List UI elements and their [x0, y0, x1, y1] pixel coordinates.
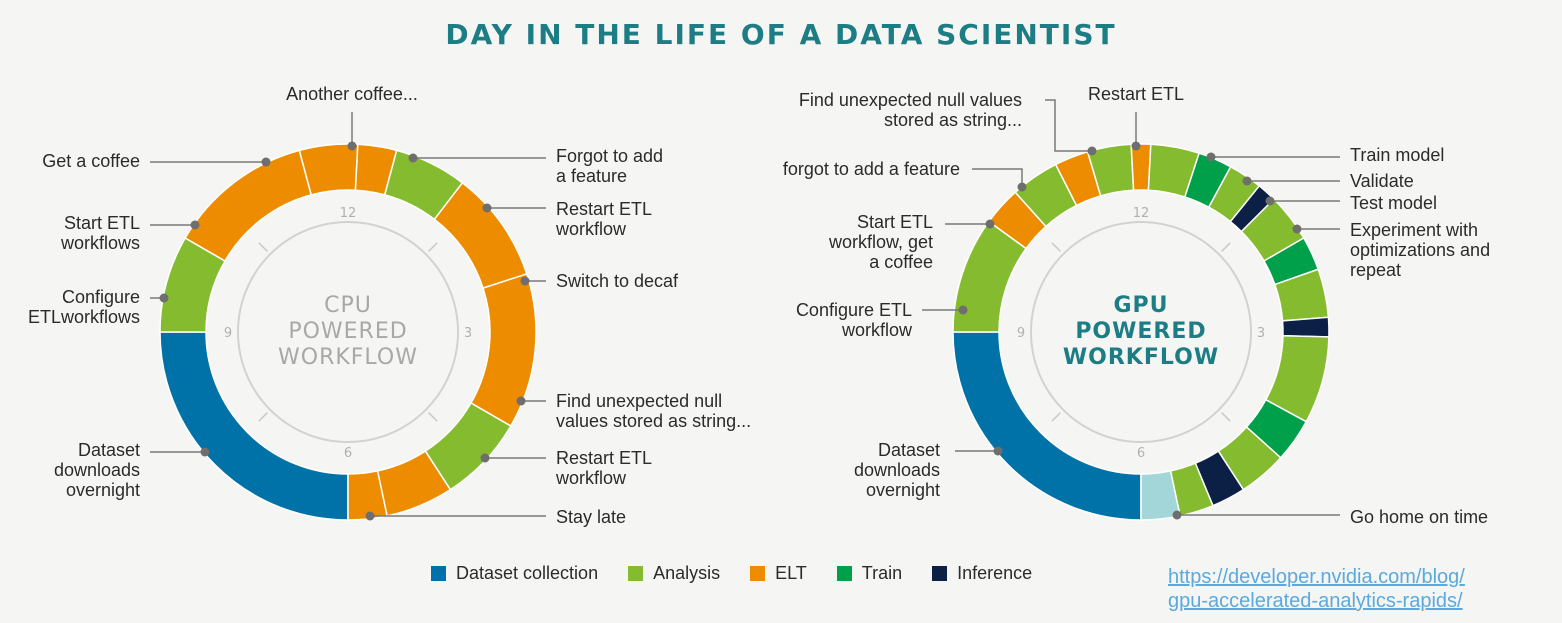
gpu-leader-dot: [1265, 196, 1275, 206]
gpu-tick-mark: [1221, 412, 1231, 422]
cpu-center-label-workflow: WORKFLOW: [278, 345, 418, 370]
gpu-leader-dot: [1131, 141, 1141, 151]
gpu-tick-mark: [1051, 242, 1061, 252]
legend-label: Train: [861, 563, 903, 583]
legend-swatch: [836, 566, 852, 581]
cpu-label-get-a-coffee: Get a coffee: [42, 151, 140, 171]
cpu-segment-stay-late: [347, 470, 388, 521]
legend-swatch: [431, 566, 446, 581]
cpu-label-stay-late: Stay late: [556, 507, 626, 527]
gpu-leader-dot: [985, 219, 995, 229]
gpu-label-go-home-on-time: Go home on time: [1350, 507, 1488, 527]
gpu-segment-go-home-on-time: [1140, 470, 1181, 521]
legend-label: Analysis: [653, 563, 721, 583]
gpu-inner-circle: [1030, 221, 1252, 443]
legend-item-train: Train: [836, 563, 903, 584]
gpu-label-forgot-to-add-a-feature: forgot to add a feature: [783, 159, 960, 179]
gpu-leader-dot: [1017, 182, 1027, 192]
cpu-leader-dot: [365, 511, 375, 521]
cpu-segment-start-etl-workflows: [184, 149, 313, 263]
cpu-label-forgot-to-add-a-feature: Forgot to add a feature: [556, 146, 663, 186]
gpu-leader-dot: [993, 446, 1003, 456]
cpu-tick-mark: [428, 412, 438, 422]
cpu-clock-number-6: 6: [344, 446, 352, 461]
gpu-center-label-workflow: WORKFLOW: [1063, 345, 1219, 370]
cpu-label-start-etl-workflows: Start ETL workflows: [60, 213, 140, 253]
legend-item-elt: ELT: [750, 563, 807, 584]
gpu-clock-number-6: 6: [1137, 446, 1145, 461]
gpu-leader-dot: [958, 305, 968, 315]
cpu-clock-number-12: 12: [340, 206, 357, 221]
gpu-leader-dot: [1172, 510, 1182, 520]
cpu-label-dataset-downloads-overnight: Dataset downloads overnight: [54, 440, 140, 500]
cpu-tick-mark: [258, 412, 268, 422]
legend-label: ELT: [775, 563, 807, 583]
page-title: DAY IN THE LIFE OF A DATA SCIENTIST: [445, 18, 1117, 51]
cpu-leader-dot: [408, 153, 418, 163]
legend-item-inference: Inference: [932, 563, 1032, 584]
cpu-center-label-cpu: CPU: [324, 293, 372, 318]
cpu-leader-dot: [200, 447, 210, 457]
cpu-leader-dot: [480, 453, 490, 463]
legend-swatch: [750, 566, 766, 581]
legend-swatch: [628, 566, 644, 581]
gpu-segment-restart-etl: [1130, 143, 1152, 191]
gpu-label-experiment-with-optimizations-and-repeat: Experiment with optimizations and repeat: [1350, 220, 1490, 280]
gpu-label-find-unexpected-null-values-stored-as-string: Find unexpected null values stored as str…: [799, 90, 1022, 130]
gpu-clock-number-9: 9: [1017, 326, 1025, 341]
gpu-leader-dot: [1087, 146, 1097, 156]
gpu-label-dataset-downloads-overnight: Dataset downloads overnight: [854, 440, 940, 500]
gpu-label-validate: Validate: [1350, 171, 1414, 191]
gpu-leader-dot: [1292, 224, 1302, 234]
cpu-clock-number-3: 3: [464, 326, 472, 341]
cpu-label-another-coffee: Another coffee...: [286, 84, 418, 104]
legend-item-dataset-collection: Dataset collection: [431, 563, 598, 584]
cpu-center-label-powered: POWERED: [288, 319, 407, 344]
gpu-tick-mark: [1051, 412, 1061, 422]
gpu-tick-mark: [1221, 242, 1231, 252]
gpu-clock-number-12: 12: [1133, 206, 1150, 221]
gpu-clock-number-3: 3: [1257, 326, 1265, 341]
legend: Dataset collection Analysis ELT Train Infere…: [431, 563, 1062, 584]
cpu-clock-number-9: 9: [224, 326, 232, 341]
cpu-leader-dot: [347, 141, 357, 151]
gpu-label-train-model: Train model: [1350, 145, 1444, 165]
source-link[interactable]: https://developer.nvidia.com/blog/ gpu-a…: [1168, 565, 1465, 613]
cpu-leader-dot: [159, 293, 169, 303]
cpu-leader-dot: [516, 396, 526, 406]
cpu-leader-dot: [482, 203, 492, 213]
cpu-leader-dot: [190, 220, 200, 230]
source-link-line-1[interactable]: https://developer.nvidia.com/blog/: [1168, 566, 1465, 588]
legend-label: Dataset collection: [456, 563, 599, 583]
cpu-leader-dot: [261, 157, 271, 167]
gpu-leader-line: [1045, 99, 1092, 152]
legend-label: Inference: [957, 563, 1033, 583]
cpu-segment-switch-to-decaf: [469, 272, 537, 428]
gpu-leader-dot: [1242, 176, 1252, 186]
cpu-label-configure-etlworkflows: Configure ETLworkflows: [28, 287, 140, 327]
gpu-label-start-etl-workflow-get-a-coffee: Start ETL workflow, get a coffee: [828, 212, 933, 272]
gpu-label-restart-etl: Restart ETL: [1088, 84, 1184, 104]
cpu-label-restart-etl-workflow: Restart ETL workflow: [555, 199, 652, 239]
gpu-label-configure-etl-workflow: Configure ETL workflow: [796, 300, 913, 340]
legend-swatch: [932, 566, 948, 581]
cpu-label-restart-etl-workflow: Restart ETL workflow: [555, 448, 652, 488]
gpu-center-label-powered: POWERED: [1075, 319, 1206, 344]
cpu-leader-dot: [520, 276, 530, 286]
source-link-line-2[interactable]: gpu-accelerated-analytics-rapids/: [1168, 590, 1463, 612]
cpu-label-switch-to-decaf: Switch to decaf: [556, 271, 679, 291]
gpu-leader-line: [972, 168, 1023, 187]
cpu-inner-circle: [237, 221, 459, 443]
gpu-center-label-gpu: GPU: [1113, 293, 1168, 318]
cpu-label-find-unexpected-null-values-stored-as-string: Find unexpected null values stored as str…: [556, 391, 751, 431]
gpu-label-test-model: Test model: [1350, 193, 1437, 213]
cpu-tick-mark: [258, 242, 268, 252]
cpu-tick-mark: [428, 242, 438, 252]
gpu-leader-dot: [1206, 152, 1216, 162]
gpu-segment-inference: [1281, 316, 1330, 338]
legend-item-analysis: Analysis: [628, 563, 720, 584]
